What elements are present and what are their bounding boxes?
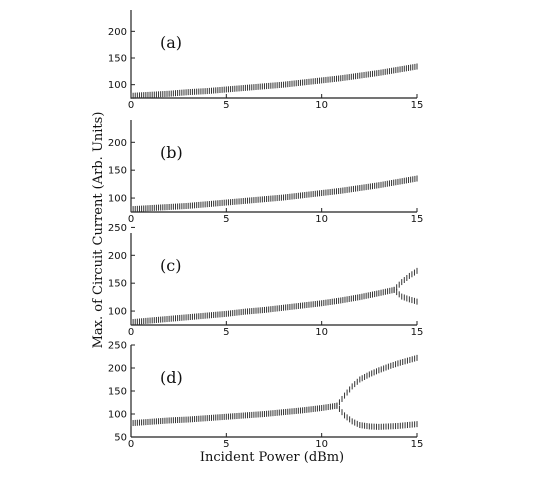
x-tick-label: 0 xyxy=(128,100,134,111)
series-1 xyxy=(130,267,418,326)
y-tick-label: 150 xyxy=(108,166,127,177)
x-tick-label: 5 xyxy=(223,439,229,450)
panel-label: (c) xyxy=(160,256,181,275)
panel-label: (b) xyxy=(160,143,183,162)
y-tick-label: 100 xyxy=(108,80,127,91)
y-tick-label: 200 xyxy=(108,27,127,38)
series-2 xyxy=(393,286,418,305)
panel-2: 0 5 10 15 100 150 200 (b) xyxy=(108,120,423,225)
y-tick-label: 100 xyxy=(108,307,127,318)
y-tick-label: 100 xyxy=(108,410,127,421)
y-tick-label: 250 xyxy=(108,223,127,234)
x-tick-label: 15 xyxy=(411,439,424,450)
panel-label: (a) xyxy=(160,33,182,52)
series-2 xyxy=(336,402,418,430)
series-1 xyxy=(130,175,418,213)
series-1 xyxy=(130,63,418,99)
panel-3: 0 5 10 15 100 150 200 250 (c) xyxy=(108,223,423,338)
panel-4: 0 5 10 15 50 100 150 200 250 (d) xyxy=(108,341,423,451)
x-tick-label: 10 xyxy=(315,100,328,111)
series-1 xyxy=(130,354,418,427)
y-tick-label: 200 xyxy=(108,138,127,149)
y-tick-label: 150 xyxy=(108,279,127,290)
panel-label: (d) xyxy=(160,368,183,387)
y-tick-label: 50 xyxy=(114,433,127,444)
x-tick-label: 15 xyxy=(411,327,424,338)
x-tick-label: 10 xyxy=(315,327,328,338)
y-tick-label: 100 xyxy=(108,194,127,205)
x-tick-label: 10 xyxy=(315,439,328,450)
x-tick-label: 0 xyxy=(128,327,134,338)
y-tick-label: 200 xyxy=(108,364,127,375)
x-tick-label: 5 xyxy=(223,214,229,225)
x-tick-label: 15 xyxy=(411,100,424,111)
panel-1: 0 5 10 15 100 150 200 (a) xyxy=(108,10,423,111)
x-tick-label: 0 xyxy=(128,439,134,450)
x-tick-label: 5 xyxy=(223,327,229,338)
y-tick-label: 250 xyxy=(108,341,127,352)
y-tick-label: 200 xyxy=(108,251,127,262)
y-tick-label: 150 xyxy=(108,387,127,398)
x-tick-label: 5 xyxy=(223,100,229,111)
y-tick-label: 150 xyxy=(108,54,127,65)
x-axis-title: Incident Power (dBm) xyxy=(200,450,344,465)
x-tick-label: 10 xyxy=(315,214,328,225)
y-axis-title: Max. of Circuit Current (Arb. Units) xyxy=(91,112,106,349)
x-tick-label: 15 xyxy=(411,214,424,225)
x-tick-label: 0 xyxy=(128,214,134,225)
